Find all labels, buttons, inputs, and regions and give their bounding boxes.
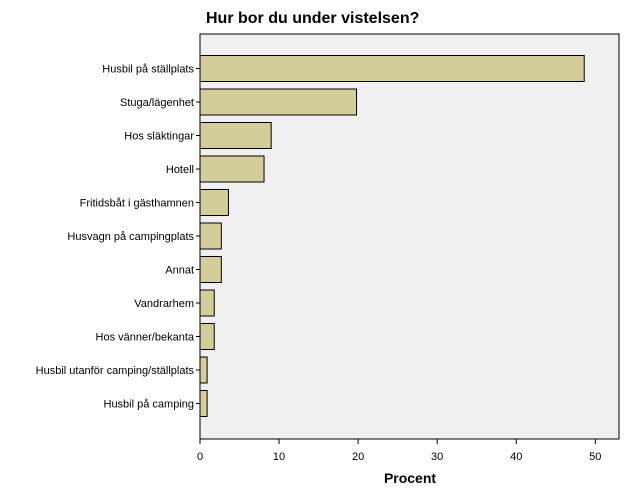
x-tick-label: 0 — [197, 451, 203, 463]
bar — [199, 390, 208, 417]
category-label: Fritidsbåt i gästhamnen — [80, 198, 194, 210]
x-tick-label: 20 — [352, 451, 364, 463]
bar — [199, 256, 222, 283]
bar — [199, 356, 208, 384]
category-label: Hos vänner/bekanta — [96, 332, 195, 344]
x-tick-label: 40 — [510, 451, 522, 463]
category-label: Husvagn på campingplats — [67, 231, 194, 243]
bar — [199, 122, 272, 149]
chart-title: Hur bor du under vistelsen? — [206, 10, 420, 27]
category-label: Husbil på camping — [104, 399, 195, 411]
x-tick-label: 10 — [273, 451, 285, 463]
bar — [199, 189, 229, 216]
bar — [199, 323, 215, 350]
x-axis-label: Procent — [383, 470, 437, 486]
category-label: Vandrarhem — [134, 298, 194, 310]
bar — [199, 55, 585, 82]
value-axis: 0 10 20 30 40 50 — [197, 438, 619, 463]
category-label: Husbil på ställplats — [102, 64, 194, 76]
category-label: Hos släktingar — [124, 131, 194, 143]
bar — [199, 289, 215, 317]
category-label: Husbil utanför camping/ställplats — [36, 365, 195, 377]
category-label: Hotell — [166, 164, 194, 176]
category-axis: Husbil på ställplats Stuga/lägenhet Hos sl… — [36, 64, 200, 411]
x-tick-label: 50 — [589, 451, 601, 463]
bar — [199, 222, 222, 250]
bar — [199, 88, 358, 116]
category-label: Stuga/lägenhet — [120, 97, 194, 109]
category-label: Annat — [165, 265, 194, 277]
bar — [199, 155, 265, 183]
bars-group — [199, 55, 585, 417]
x-tick-label: 30 — [431, 451, 443, 463]
